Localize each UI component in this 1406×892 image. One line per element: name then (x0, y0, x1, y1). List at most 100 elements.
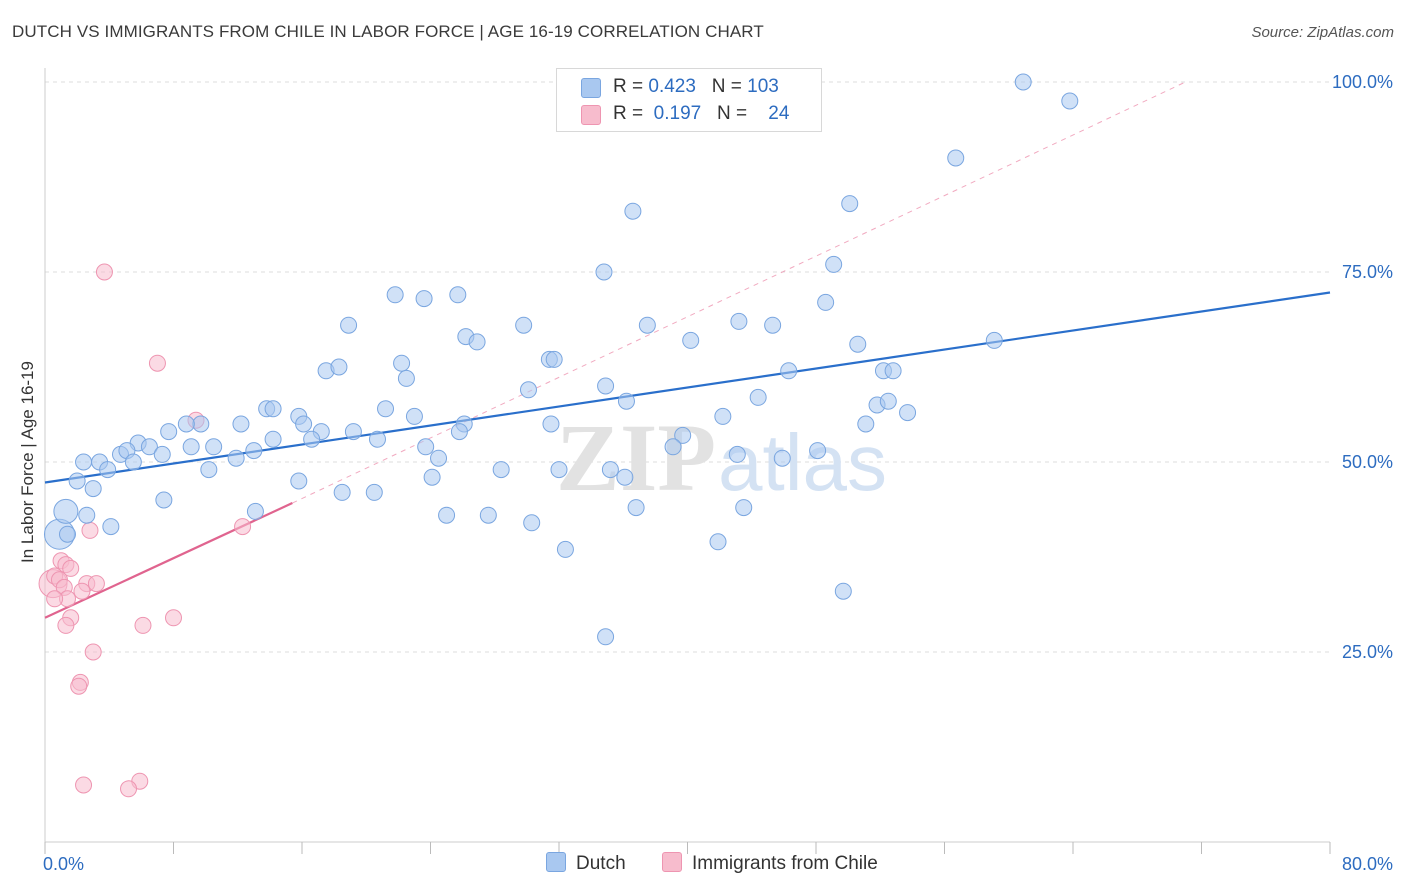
legend-r-value: 0.197 (653, 103, 702, 124)
dutch-point (75, 453, 93, 471)
dutch-point (295, 415, 313, 433)
dutch-point (192, 415, 210, 433)
dutch-point (1014, 73, 1032, 91)
grid-lines (45, 81, 1330, 653)
watermark-atlas: atlas (718, 418, 887, 507)
chile-point (70, 677, 88, 695)
dutch-point (834, 582, 852, 600)
chile-point (75, 776, 93, 794)
dutch-point (841, 195, 859, 213)
legend-label-chile: Immigrants from Chile (692, 853, 878, 874)
watermark: ZIP atlas (556, 404, 887, 511)
x-tick-label-min: 0.0% (43, 854, 84, 874)
dutch-point (545, 350, 563, 368)
legend-n-value: 24 (768, 103, 790, 124)
legend-item-dutch[interactable]: Dutch (546, 852, 626, 875)
dutch-point (542, 415, 560, 433)
chile-legend-swatch (662, 852, 682, 872)
legend-r-label: R = (613, 76, 649, 97)
dutch-point (597, 628, 615, 646)
dutch-point (232, 415, 250, 433)
chile-trend-extension (292, 81, 1186, 504)
dutch-point (99, 461, 117, 479)
dutch-point (368, 430, 386, 448)
dutch-point (397, 369, 415, 387)
dutch-point (53, 498, 79, 524)
dutch-point (340, 316, 358, 334)
y-tick-label: 50.0% (1342, 452, 1393, 472)
dutch-point (515, 316, 533, 334)
chile-point (120, 780, 138, 798)
chile-points (38, 263, 252, 798)
dutch-point (365, 483, 383, 501)
dutch-point (102, 518, 120, 536)
dutch-point (177, 415, 195, 433)
dutch-point (492, 461, 510, 479)
dutch-point (730, 312, 748, 330)
dutch-point (58, 525, 76, 543)
dutch-point (556, 540, 574, 558)
dutch-point (124, 453, 142, 471)
dutch-point (200, 461, 218, 479)
dutch-point (140, 438, 158, 456)
dutch-point (344, 423, 362, 441)
dutch-point (709, 533, 727, 551)
dutch-point (624, 202, 642, 220)
legend-label-dutch: Dutch (576, 853, 626, 874)
axis-labels: 25.0% 50.0% 75.0% 100.0% 0.0% 80.0% In Labor F… (18, 72, 1393, 874)
dutch-point (616, 468, 634, 486)
dutch-point (479, 506, 497, 524)
stats-legend: R = 0.423 N = 103 R = 0.197 N = 24 (556, 68, 822, 132)
dutch-point (68, 472, 86, 490)
dutch-point (728, 445, 746, 463)
dutch-point (386, 286, 404, 304)
dutch-point (303, 430, 321, 448)
chile-point (81, 521, 99, 539)
dutch-point (430, 449, 448, 467)
dutch-point (78, 506, 96, 524)
dutch-point (809, 442, 827, 460)
dutch-point (330, 358, 348, 376)
dutch-point (617, 392, 635, 410)
chile-point (165, 609, 182, 627)
dutch-point (985, 331, 1003, 349)
chart-title: DUTCH VS IMMIGRANTS FROM CHILE IN LABOR … (12, 22, 764, 41)
dutch-point (682, 331, 700, 349)
y-tick-label: 100.0% (1332, 72, 1393, 92)
dutch-point (160, 423, 178, 441)
dutch-point (884, 362, 902, 380)
dutch-legend-swatch (546, 852, 566, 872)
dutch-point (674, 426, 692, 444)
dutch-point (825, 255, 843, 273)
dutch-point (415, 290, 433, 308)
dutch-point (405, 407, 423, 425)
dutch-point (155, 491, 173, 509)
chile-swatch (581, 105, 601, 125)
dutch-point (246, 502, 264, 520)
dutch-point (764, 316, 782, 334)
dutch-point (638, 316, 656, 334)
watermark-zip: ZIP (556, 404, 716, 511)
legend-n-label: N = (711, 76, 748, 97)
dutch-point (780, 362, 798, 380)
chile-point (57, 616, 75, 634)
dutch-point (227, 449, 245, 467)
series-legend: Dutch Immigrants from Chile (0, 852, 1406, 878)
legend-n-value: 103 (747, 76, 779, 97)
chile-point (134, 616, 152, 634)
dutch-point (627, 499, 645, 517)
dutch-point (519, 381, 537, 399)
dutch-point (377, 400, 395, 418)
dutch-point (290, 472, 308, 490)
chile-trend-line (44, 502, 293, 619)
dutch-point (84, 480, 102, 498)
trend-lines (44, 81, 1331, 619)
legend-r-value: 0.423 (648, 76, 696, 97)
dutch-point (245, 442, 263, 460)
dutch-point (735, 499, 753, 517)
dutch-point (153, 445, 171, 463)
chile-point (148, 354, 166, 372)
chile-point (62, 559, 80, 577)
legend-item-chile[interactable]: Immigrants from Chile (662, 852, 878, 875)
